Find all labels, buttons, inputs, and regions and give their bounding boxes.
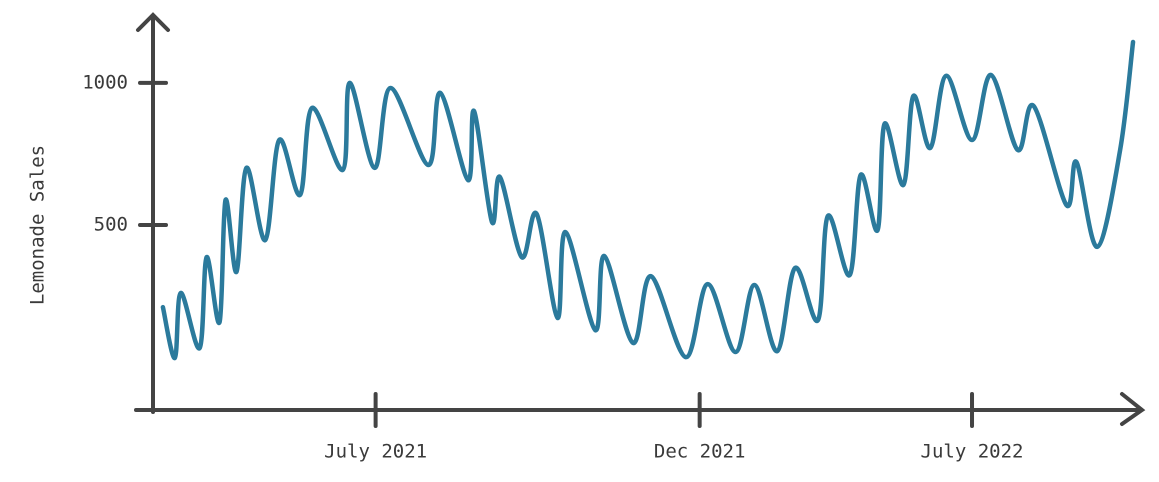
x-tick-label: July 2022 [921, 441, 1024, 463]
x-tick-label: July 2021 [324, 441, 427, 463]
y-axis-arrow [136, 12, 170, 32]
y-tick-label: 1000 [82, 71, 128, 93]
x-tick-label: Dec 2021 [654, 441, 746, 463]
sales-line [160, 39, 1136, 361]
y-axis-label: Lemonade Sales [27, 145, 49, 305]
y-tick-label: 500 [94, 214, 128, 236]
x-axis-arrow [1120, 392, 1146, 426]
